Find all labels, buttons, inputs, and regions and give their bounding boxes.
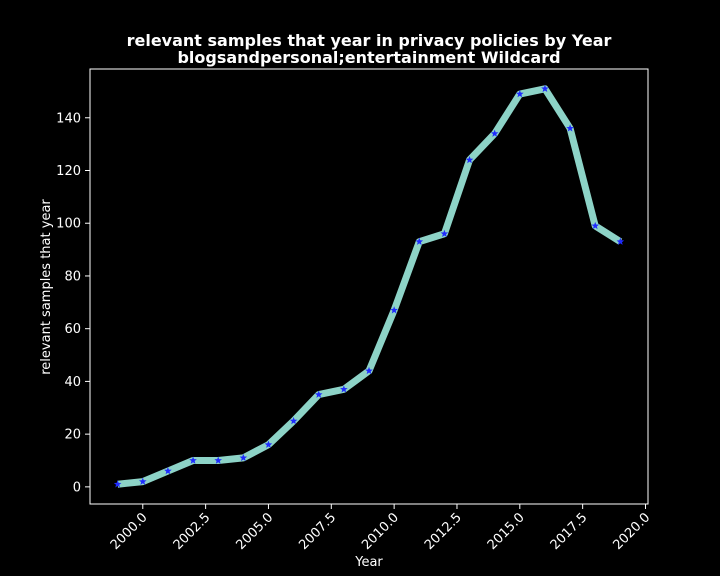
data-point-star — [390, 306, 398, 314]
y-tick-label: 100 — [56, 217, 81, 232]
data-point-star — [541, 84, 549, 93]
data-point-star — [616, 237, 625, 245]
y-tick-label: 40 — [64, 375, 81, 390]
data-point-star — [415, 237, 424, 245]
data-point-star — [214, 456, 222, 464]
data-point-star — [113, 480, 122, 488]
data-point-star — [264, 440, 273, 448]
y-tick-label: 140 — [56, 111, 81, 126]
y-tick-label: 80 — [64, 269, 81, 284]
chart-title-line-2: blogsandpersonal;entertainment Wildcard — [177, 48, 560, 67]
y-axis-ticks: 0 20 40 60 80 100 120 140 — [56, 111, 90, 495]
data-point-star — [340, 385, 348, 393]
data-point-star — [490, 129, 499, 137]
y-tick-label: 120 — [56, 164, 81, 179]
y-tick-label: 20 — [64, 428, 81, 443]
y-axis-label: relevant samples that year — [39, 199, 54, 375]
data-point-star — [314, 390, 323, 398]
data-point-star — [239, 453, 248, 462]
chart-title-line-1: relevant samples that year in privacy po… — [127, 31, 612, 50]
data-point-star — [365, 366, 373, 375]
axes-frame — [89, 68, 649, 505]
x-axis-label: Year — [354, 555, 383, 570]
data-point-star — [440, 229, 449, 238]
y-tick-label: 60 — [64, 322, 81, 337]
data-point-star — [138, 477, 147, 485]
plot-area — [113, 84, 625, 488]
data-point-star — [516, 90, 524, 98]
data-point-star — [566, 124, 574, 132]
y-tick-label: 0 — [73, 480, 81, 495]
data-point-star — [591, 221, 600, 230]
data-point-star — [289, 416, 298, 425]
data-point-star — [465, 155, 474, 164]
data-point-star — [189, 456, 197, 464]
data-point-star — [164, 467, 172, 475]
